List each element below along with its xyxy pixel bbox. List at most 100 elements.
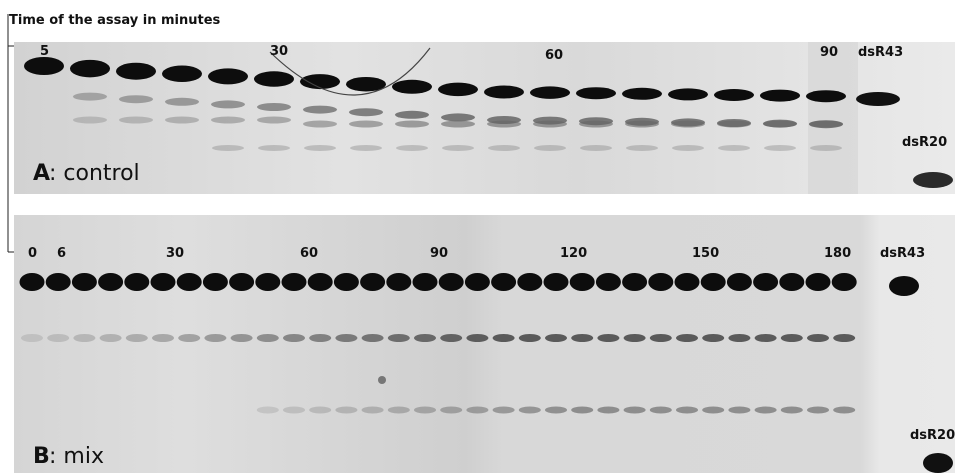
gel-b-mid-bands [21, 334, 856, 342]
gel-band-mid [492, 334, 515, 342]
gel-band-faint [303, 105, 337, 114]
gel-band [71, 273, 97, 291]
gel-band-faint [257, 116, 291, 124]
gel-band-faint [349, 120, 383, 128]
gel-band-mid [545, 334, 567, 342]
panel-b-title: : mix [49, 444, 104, 469]
time-label: 60 [545, 48, 563, 63]
gel-band-low [702, 406, 725, 414]
gel-band-faint [763, 120, 797, 128]
gel-band-mid [73, 334, 96, 342]
gel-band-mid [204, 334, 227, 342]
gel-band-mid [676, 334, 698, 342]
gel-band-mid [780, 334, 803, 342]
time-label: 120 [560, 246, 587, 261]
gel-band [517, 273, 543, 291]
gel-band [530, 86, 570, 99]
gel-band-mid [47, 334, 70, 342]
marker-label-dsr20: dsR20 [910, 428, 955, 443]
marker-label-dsr43: dsR43 [858, 45, 903, 60]
gel-band-faint [258, 145, 290, 151]
gel-band-faint [304, 145, 336, 151]
gel-band [281, 273, 307, 291]
gel-band-low [597, 406, 620, 414]
gel-band-low [833, 406, 856, 414]
gel-band-mid [807, 334, 829, 342]
time-label: 180 [824, 246, 851, 261]
time-label: 60 [300, 246, 318, 261]
gel-band [714, 89, 754, 101]
gel-band [360, 273, 386, 291]
gel-band-mid [335, 334, 358, 342]
gel-band [438, 273, 464, 291]
gel-band-faint [396, 145, 428, 151]
gel-band-mid [571, 334, 594, 342]
panel-b-time-labels: 0 6 30 60 90 120 150 180 dsR43 dsR20 [28, 246, 955, 443]
gel-band [162, 65, 202, 83]
gel-band-low [335, 406, 358, 414]
gel-band-low [728, 406, 751, 414]
gel-band-low [283, 406, 305, 414]
gel-band [491, 273, 517, 291]
gel-band [668, 88, 708, 101]
gel-band [176, 273, 202, 291]
panel-a-letter: A [33, 161, 50, 186]
gel-band-faint [441, 120, 475, 128]
gel-band [753, 273, 779, 291]
gel-band-faint [395, 110, 429, 119]
panel-a-title: : control [49, 161, 140, 186]
gel-band-faint [625, 120, 659, 128]
time-label: 6 [57, 246, 66, 261]
gel-band-faint [119, 116, 153, 124]
dsr43-band-a [856, 92, 900, 106]
gel-band-faint [580, 145, 612, 151]
gel-band-mid [414, 334, 436, 342]
gel-band-faint [488, 145, 520, 151]
gel-band-low [649, 406, 672, 414]
gel-band-faint [303, 120, 337, 128]
dsr20-band-a [913, 172, 953, 188]
gel-band-faint [810, 145, 842, 151]
gel-band [805, 273, 831, 291]
gel-band-low [387, 406, 410, 414]
gel-band [760, 89, 800, 102]
gel-band [346, 76, 386, 92]
gel-band-mid [597, 334, 620, 342]
gel-band-faint [73, 116, 107, 124]
gel-band-mid [256, 334, 279, 342]
gel-band [806, 90, 846, 103]
gel-band [674, 273, 700, 291]
gel-band-low [414, 406, 436, 414]
gel-band [576, 87, 616, 100]
gel-band-low [807, 406, 829, 414]
gel-band-mid [702, 334, 725, 342]
gel-band-mid [152, 334, 174, 342]
gel-b-low-bands [256, 406, 856, 414]
gel-band-low [518, 406, 541, 414]
panel-a-time-labels: 5 30 60 90 dsR43 dsR20 [40, 44, 947, 150]
gel-band-low [676, 406, 698, 414]
gel-band [412, 273, 438, 291]
gel-band-mid [833, 334, 856, 342]
time-label: 90 [430, 246, 448, 261]
gel-band [622, 87, 662, 100]
gel-band-faint [626, 145, 658, 151]
gel-band-faint [487, 120, 521, 128]
gel-band [392, 79, 432, 94]
gel-band-low [492, 406, 515, 414]
gel-band [307, 273, 333, 291]
gel-band-mid [125, 334, 148, 342]
gel-band [19, 273, 45, 291]
gel-panel-a [14, 42, 955, 194]
gel-band-low [361, 406, 384, 414]
gel-band [229, 273, 255, 291]
gel-band-faint [119, 95, 153, 104]
gel-a-scratch [269, 47, 431, 96]
gel-band-faint [73, 92, 107, 101]
gel-band [45, 273, 71, 291]
axis-caption: Time of the assay in minutes [9, 13, 221, 28]
gel-band [254, 71, 294, 87]
gel-band [700, 273, 726, 291]
gel-band-low [309, 406, 332, 414]
